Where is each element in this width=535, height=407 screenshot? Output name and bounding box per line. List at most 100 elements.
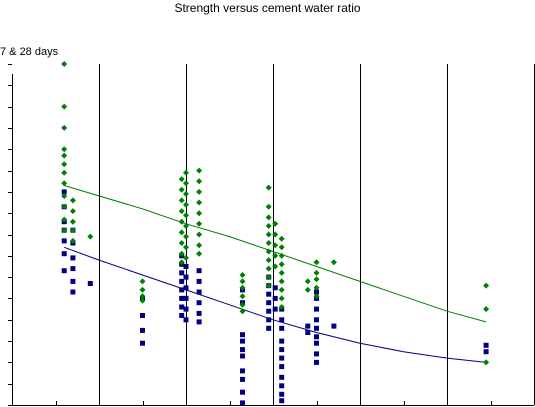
data-point-square bbox=[240, 347, 245, 353]
data-point-square bbox=[240, 332, 245, 338]
data-point-square bbox=[483, 349, 489, 355]
data-point-square bbox=[196, 310, 202, 316]
data-point-square bbox=[179, 270, 185, 276]
data-point-square bbox=[179, 287, 185, 293]
data-point-diamond bbox=[69, 208, 76, 215]
data-point-square bbox=[279, 391, 285, 397]
data-point-square bbox=[183, 317, 189, 323]
data-point-square bbox=[314, 334, 319, 340]
data-point-diamond bbox=[196, 188, 203, 195]
data-point-diamond bbox=[87, 233, 94, 240]
data-point-diamond bbox=[61, 61, 68, 67]
data-point-diamond bbox=[61, 193, 68, 200]
data-point-diamond bbox=[196, 210, 203, 217]
data-point-square bbox=[87, 281, 93, 286]
data-point-square bbox=[305, 330, 311, 335]
data-point-diamond bbox=[239, 284, 246, 291]
data-point-square bbox=[279, 347, 285, 353]
data-point-square bbox=[266, 308, 272, 314]
data-point-diamond bbox=[313, 259, 320, 266]
data-point-diamond bbox=[139, 297, 146, 304]
data-point-square bbox=[61, 189, 67, 195]
data-point-diamond bbox=[239, 301, 246, 308]
data-point-diamond bbox=[483, 306, 490, 313]
data-point-square bbox=[279, 383, 285, 389]
data-point-square bbox=[140, 327, 145, 333]
data-point-diamond bbox=[265, 274, 272, 281]
data-point-square bbox=[314, 289, 319, 295]
data-point-square bbox=[240, 353, 245, 359]
data-point-diamond bbox=[265, 265, 272, 272]
y-axis-label: 7 & 28 days bbox=[0, 46, 59, 58]
data-point-diamond bbox=[61, 124, 68, 131]
data-point-diamond bbox=[313, 276, 320, 283]
data-point-diamond bbox=[196, 199, 203, 206]
data-point-diamond bbox=[61, 103, 68, 110]
data-point-square bbox=[314, 351, 319, 357]
data-point-diamond bbox=[61, 161, 68, 168]
axes bbox=[8, 64, 535, 406]
data-point-diamond bbox=[278, 304, 285, 310]
data-point-square bbox=[70, 278, 76, 284]
data-point-diamond bbox=[272, 252, 279, 259]
data-point-diamond bbox=[483, 359, 490, 366]
data-point-diamond bbox=[178, 250, 185, 257]
chart-title: Strength versus cement water ratio bbox=[174, 1, 361, 15]
data-point-square bbox=[70, 255, 76, 261]
data-point-square bbox=[196, 278, 202, 284]
data-point-square bbox=[61, 238, 67, 244]
data-point-square bbox=[314, 359, 319, 365]
data-point-square bbox=[183, 295, 189, 301]
data-point-diamond bbox=[61, 146, 68, 153]
data-point-square bbox=[183, 264, 189, 269]
data-points bbox=[61, 61, 490, 406]
data-point-diamond bbox=[178, 186, 185, 193]
data-point-diamond bbox=[139, 278, 146, 285]
data-point-diamond bbox=[196, 178, 203, 185]
data-point-diamond bbox=[178, 176, 185, 183]
data-point-diamond bbox=[61, 216, 68, 223]
data-point-square bbox=[279, 398, 285, 404]
data-point-diamond bbox=[278, 278, 285, 285]
data-point-diamond bbox=[178, 240, 185, 246]
data-point-diamond bbox=[183, 244, 189, 251]
data-point-diamond bbox=[330, 259, 337, 266]
data-point-square bbox=[179, 278, 185, 284]
data-point-diamond bbox=[265, 248, 272, 255]
data-point-square bbox=[314, 317, 319, 323]
data-point-diamond bbox=[313, 269, 320, 276]
data-point-square bbox=[179, 313, 185, 318]
data-point-diamond bbox=[272, 231, 279, 238]
data-point-diamond bbox=[69, 237, 76, 244]
data-point-diamond bbox=[183, 180, 189, 187]
data-point-diamond bbox=[196, 220, 203, 227]
data-point-diamond bbox=[61, 180, 68, 187]
data-point-diamond bbox=[239, 278, 246, 285]
data-point-diamond bbox=[178, 197, 185, 204]
data-point-diamond bbox=[183, 191, 189, 197]
data-point-square bbox=[279, 364, 285, 370]
data-point-square bbox=[61, 268, 67, 274]
data-point-square bbox=[70, 266, 76, 272]
data-point-square bbox=[266, 325, 272, 331]
data-point-diamond bbox=[278, 261, 285, 268]
data-point-square bbox=[61, 251, 67, 257]
data-point-diamond bbox=[196, 242, 203, 249]
data-point-diamond bbox=[61, 152, 68, 159]
trendline bbox=[64, 246, 487, 363]
data-point-diamond bbox=[61, 169, 68, 176]
data-point-diamond bbox=[183, 223, 189, 229]
data-point-diamond bbox=[265, 282, 272, 289]
data-point-diamond bbox=[313, 293, 320, 300]
data-point-diamond bbox=[183, 233, 189, 240]
data-point-diamond bbox=[278, 286, 285, 293]
data-point-square bbox=[240, 338, 245, 344]
data-point-diamond bbox=[304, 286, 311, 293]
data-point-square bbox=[183, 285, 189, 291]
data-point-diamond bbox=[139, 286, 146, 293]
data-point-diamond bbox=[183, 254, 189, 261]
data-point-diamond bbox=[265, 257, 272, 264]
data-point-square bbox=[279, 325, 285, 331]
data-point-square bbox=[183, 306, 189, 312]
data-point-square bbox=[266, 300, 272, 306]
